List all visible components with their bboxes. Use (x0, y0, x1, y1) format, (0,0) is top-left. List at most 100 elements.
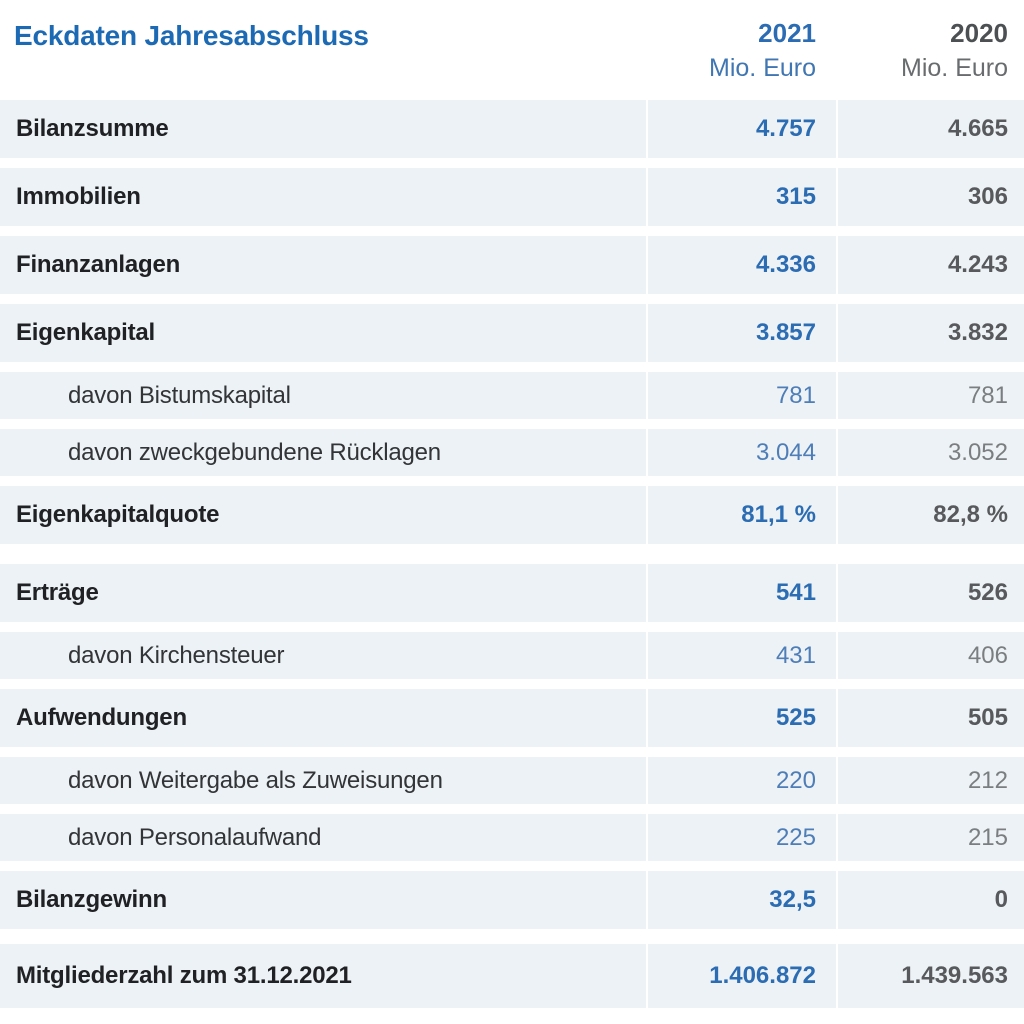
row-value-cell-2020: 3.052 (838, 429, 1024, 476)
row-value-2021: 1.406.872 (709, 962, 816, 989)
column-unit-2021: Mio. Euro (709, 54, 816, 82)
column-year-2021: 2021 (758, 18, 816, 48)
row-label-cell: Eigenkapital (0, 304, 646, 362)
row-label: davon Personalaufwand (68, 823, 322, 851)
row-value-cell-2021: 315 (648, 168, 836, 226)
row-value-2020: 4.665 (947, 115, 1008, 142)
row-value-2020: 4.243 (947, 251, 1008, 278)
row-value-cell-2021: 81,1 % (648, 486, 836, 544)
row-value-cell-2021: 3.857 (648, 304, 836, 362)
table-row: davon Kirchensteuer 431 406 (0, 632, 1024, 679)
row-label: Bilanzgewinn (16, 886, 167, 913)
row-value-2020: 3.052 (947, 438, 1008, 466)
column-header-2021: 2021 Mio. Euro (648, 20, 836, 100)
column-year-2020: 2020 (950, 18, 1008, 48)
row-value-2020: 0 (994, 886, 1008, 913)
row-label: Mitgliederzahl zum 31.12.2021 (16, 962, 352, 989)
row-value-cell-2021: 431 (648, 632, 836, 679)
row-value-2021: 541 (775, 579, 816, 606)
row-value-2021: 32,5 (769, 886, 816, 913)
row-value-cell-2021: 225 (648, 814, 836, 861)
row-label-cell: Immobilien (0, 168, 646, 226)
row-value-cell-2020: 0 (838, 871, 1024, 929)
row-value-2021: 4.336 (755, 251, 816, 278)
row-label-cell: davon Weitergabe als Zuweisungen (0, 757, 646, 804)
table-row: Aufwendungen 525 505 (0, 689, 1024, 747)
row-label: Eigenkapital (16, 319, 155, 346)
column-unit-2020: Mio. Euro (901, 54, 1008, 82)
row-value-2020: 306 (967, 183, 1008, 210)
row-value-cell-2021: 4.757 (648, 100, 836, 158)
row-label: Bilanzsumme (16, 115, 169, 142)
row-value-2021: 315 (775, 183, 816, 210)
row-value-cell-2020: 526 (838, 564, 1024, 622)
table-row: Mitgliederzahl zum 31.12.2021 1.406.872 … (0, 944, 1024, 1008)
row-label: Aufwendungen (16, 704, 187, 731)
row-value-2020: 1.439.563 (901, 962, 1008, 989)
table-row: davon Personalaufwand 225 215 (0, 814, 1024, 861)
row-value-cell-2021: 3.044 (648, 429, 836, 476)
table-row: davon Weitergabe als Zuweisungen 220 212 (0, 757, 1024, 804)
row-value-cell-2020: 505 (838, 689, 1024, 747)
table-body: Bilanzsumme 4.757 4.665 Immobilien 315 3… (0, 100, 1024, 1008)
row-label-cell: Bilanzgewinn (0, 871, 646, 929)
row-value-2020: 215 (967, 823, 1008, 851)
row-label: davon Kirchensteuer (68, 641, 285, 669)
row-value-2021: 3.857 (755, 319, 816, 346)
row-value-cell-2021: 4.336 (648, 236, 836, 294)
row-value-2021: 4.757 (755, 115, 816, 142)
row-value-2021: 81,1 % (741, 501, 816, 528)
row-value-cell-2020: 1.439.563 (838, 944, 1024, 1008)
row-label-cell: davon Kirchensteuer (0, 632, 646, 679)
row-value-2020: 505 (967, 704, 1008, 731)
row-value-2020: 3.832 (947, 319, 1008, 346)
table-row: Finanzanlagen 4.336 4.243 (0, 236, 1024, 294)
row-label: Immobilien (16, 183, 141, 210)
table-row: Bilanzgewinn 32,5 0 (0, 871, 1024, 929)
row-value-cell-2020: 4.243 (838, 236, 1024, 294)
row-label-cell: Erträge (0, 564, 646, 622)
table-row: Erträge 541 526 (0, 564, 1024, 622)
row-value-2020: 212 (967, 766, 1008, 794)
row-label-cell: Eigenkapitalquote (0, 486, 646, 544)
table-row: davon Bistumskapital 781 781 (0, 372, 1024, 419)
row-label-cell: davon zweckgebundene Rücklagen (0, 429, 646, 476)
row-label-cell: davon Bistumskapital (0, 372, 646, 419)
row-label-cell: Mitgliederzahl zum 31.12.2021 (0, 944, 646, 1008)
row-label: davon Bistumskapital (68, 381, 291, 409)
row-value-cell-2020: 212 (838, 757, 1024, 804)
row-label-cell: davon Personalaufwand (0, 814, 646, 861)
row-label: davon Weitergabe als Zuweisungen (68, 766, 443, 794)
row-value-2020: 526 (967, 579, 1008, 606)
table-header: Eckdaten Jahresabschluss 2021 Mio. Euro … (0, 0, 1024, 100)
row-value-cell-2021: 32,5 (648, 871, 836, 929)
row-value-2021: 3.044 (755, 438, 816, 466)
row-value-2020: 781 (967, 381, 1008, 409)
table-row: Eigenkapitalquote 81,1 % 82,8 % (0, 486, 1024, 544)
row-value-2021: 525 (775, 704, 816, 731)
row-value-2021: 431 (775, 641, 816, 669)
row-value-cell-2021: 781 (648, 372, 836, 419)
row-value-cell-2020: 4.665 (838, 100, 1024, 158)
table-row: Eigenkapital 3.857 3.832 (0, 304, 1024, 362)
row-value-2021: 781 (775, 381, 816, 409)
row-label-cell: Finanzanlagen (0, 236, 646, 294)
row-label: davon zweckgebundene Rücklagen (68, 438, 441, 466)
row-value-2020: 406 (967, 641, 1008, 669)
row-label-cell: Aufwendungen (0, 689, 646, 747)
page-title: Eckdaten Jahresabschluss (14, 20, 369, 51)
row-label: Eigenkapitalquote (16, 501, 220, 528)
row-value-cell-2020: 781 (838, 372, 1024, 419)
row-label-cell: Bilanzsumme (0, 100, 646, 158)
row-value-cell-2020: 306 (838, 168, 1024, 226)
table-row: Bilanzsumme 4.757 4.665 (0, 100, 1024, 158)
row-value-cell-2020: 406 (838, 632, 1024, 679)
row-value-2021: 225 (775, 823, 816, 851)
table-row: Immobilien 315 306 (0, 168, 1024, 226)
row-value-cell-2021: 525 (648, 689, 836, 747)
row-value-2021: 220 (775, 766, 816, 794)
row-value-cell-2020: 215 (838, 814, 1024, 861)
row-value-cell-2021: 541 (648, 564, 836, 622)
row-label: Finanzanlagen (16, 251, 181, 278)
